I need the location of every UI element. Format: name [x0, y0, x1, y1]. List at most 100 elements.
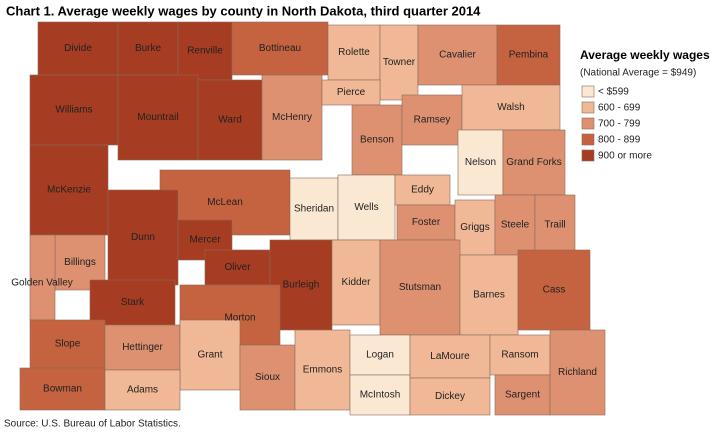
county	[379, 239, 461, 336]
county	[261, 74, 323, 161]
county	[409, 334, 491, 379]
county	[457, 129, 504, 196]
legend-swatch	[581, 149, 595, 162]
legend-label: 700 - 799	[598, 119, 641, 130]
county	[337, 174, 396, 241]
county	[454, 199, 496, 256]
county	[321, 79, 381, 106]
legend-label: < $599	[598, 87, 629, 98]
county-label: Pierce	[337, 87, 366, 98]
legend-title: Average weekly wages	[580, 48, 710, 62]
legend-swatch	[581, 85, 595, 98]
county-label: Hettinger	[122, 342, 163, 353]
legend-subtitle: (National Average = $949)	[580, 68, 696, 79]
county	[107, 189, 179, 286]
county	[29, 319, 106, 369]
county	[459, 254, 519, 336]
county-label: Rolette	[338, 47, 370, 58]
county	[349, 334, 411, 376]
county-label: Towner	[383, 57, 416, 68]
county-label: McKenzie	[47, 185, 91, 196]
county	[461, 84, 561, 131]
county	[394, 174, 451, 206]
county-label: Eddy	[411, 185, 434, 196]
county	[179, 319, 241, 391]
county-label: Steele	[501, 220, 530, 231]
county-label: Bottineau	[259, 43, 301, 54]
county-label: Bowman	[43, 384, 82, 395]
county-label: Barnes	[473, 290, 505, 301]
county-label: Wells	[354, 202, 378, 213]
county-label: Burleigh	[283, 280, 320, 291]
county	[327, 24, 381, 81]
county-label: Sargent	[505, 390, 540, 401]
county-label: Dunn	[131, 232, 155, 243]
county-label: Slope	[55, 339, 81, 350]
county-label: McHenry	[272, 112, 312, 123]
county	[29, 144, 109, 236]
county-label: Dickey	[435, 391, 465, 402]
county-label: Logan	[366, 350, 394, 361]
county-label: Richland	[558, 367, 597, 378]
county	[37, 21, 119, 76]
county-label: Adams	[127, 385, 158, 396]
county	[89, 279, 176, 326]
county	[409, 377, 491, 416]
county-label: Oliver	[224, 262, 251, 273]
legend-swatch	[581, 117, 595, 130]
county	[104, 369, 181, 411]
county-label: Mercer	[189, 235, 221, 246]
county-label: Foster	[412, 217, 441, 228]
county-label: Ransom	[501, 350, 538, 361]
county-label: Renville	[187, 46, 223, 57]
county	[517, 249, 591, 331]
county	[289, 177, 339, 241]
county-label: Golden Valley	[11, 278, 73, 289]
county	[401, 94, 463, 146]
county-label: Stutsman	[399, 282, 441, 293]
county-label: Cavalier	[439, 50, 476, 61]
counties	[19, 21, 606, 416]
county	[117, 74, 199, 161]
county	[177, 21, 233, 81]
county-label: Mountrail	[137, 112, 178, 123]
county-label: Divide	[64, 43, 92, 54]
source: Source: U.S. Bureau of Labor Statistics.	[4, 419, 181, 430]
county-label: Grant	[197, 350, 222, 361]
county-label: Sheridan	[294, 204, 334, 215]
county-label: Griggs	[460, 222, 489, 233]
county-label: Sioux	[255, 372, 280, 383]
county	[489, 334, 551, 376]
county	[104, 324, 181, 371]
county	[494, 374, 551, 416]
county-label: Ramsey	[414, 115, 451, 126]
legend-swatch	[581, 133, 595, 146]
legend-swatch	[581, 101, 595, 114]
county	[417, 24, 498, 86]
legend-label: 900 or more	[598, 151, 652, 162]
county-label: Kidder	[342, 277, 372, 288]
county	[351, 104, 403, 176]
county-label: Burke	[135, 43, 162, 54]
county-label: Ward	[218, 115, 242, 126]
legend-label: 600 - 699	[598, 103, 641, 114]
county-label: McLean	[207, 197, 243, 208]
county-label: Nelson	[465, 157, 496, 168]
county	[549, 329, 606, 416]
county-label: LaMoure	[430, 351, 470, 362]
county-label: Grand Forks	[506, 157, 562, 168]
county	[534, 194, 576, 256]
county	[502, 129, 566, 196]
legend: < $599 600 - 699 700 - 799 800 - 899 900 or …	[581, 85, 652, 162]
county	[231, 21, 329, 76]
county-label: Walsh	[497, 102, 524, 113]
county-label: McIntosh	[360, 390, 401, 401]
county-label: Stark	[121, 297, 145, 308]
county	[239, 344, 296, 411]
county-label: Emmons	[303, 365, 342, 376]
legend-label: 800 - 899	[598, 135, 641, 146]
county-label: Morton	[224, 313, 255, 324]
county-label: Billings	[64, 257, 96, 268]
county-label: Williams	[55, 105, 92, 116]
